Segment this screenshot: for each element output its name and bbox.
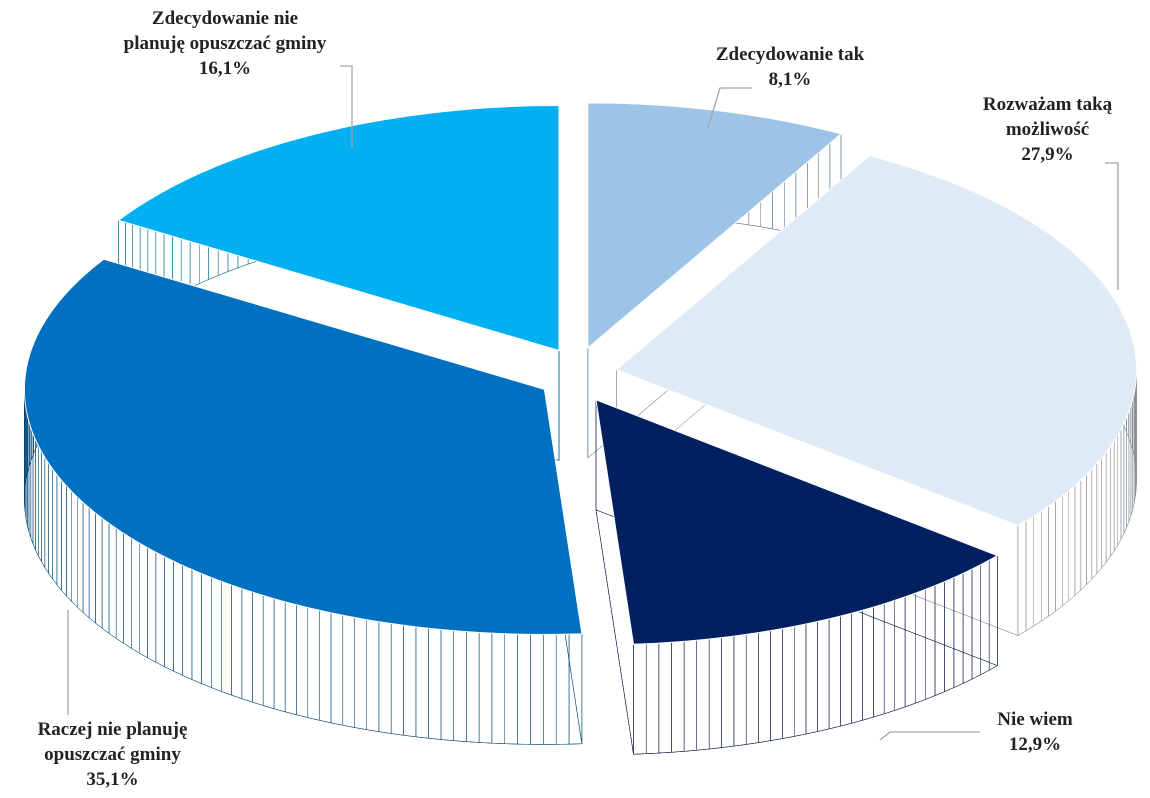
slice-top bbox=[615, 155, 1138, 527]
label-name: Raczej nie planuję opuszczać gminy bbox=[37, 719, 188, 765]
leader-line bbox=[879, 731, 980, 741]
leader-line bbox=[707, 87, 752, 129]
leader-line bbox=[1105, 162, 1119, 290]
label-value: 35,1% bbox=[86, 769, 139, 790]
data-label: Zdecydowanie nie planuję opuszczać gminy… bbox=[120, 6, 330, 81]
data-label: Raczej nie planuję opuszczać gminy 35,1% bbox=[0, 717, 225, 792]
label-name: Zdecydowanie nie planuję opuszczać gminy bbox=[123, 8, 327, 54]
slice-top bbox=[587, 102, 843, 349]
label-name: Zdecydowanie tak bbox=[715, 44, 865, 65]
data-label: Zdecydowanie tak 8,1% bbox=[690, 42, 890, 92]
label-name: Nie wiem bbox=[997, 709, 1073, 730]
label-value: 16,1% bbox=[198, 58, 252, 79]
slice-top bbox=[595, 399, 999, 645]
label-name: Rozważam taką możliwość bbox=[982, 94, 1113, 140]
label-value: 8,1% bbox=[768, 69, 812, 90]
slice-top bbox=[117, 104, 560, 352]
leader-lines bbox=[67, 65, 1119, 741]
data-label: Rozważam taką możliwość 27,9% bbox=[960, 92, 1135, 167]
slice-top bbox=[23, 258, 583, 635]
label-value: 27,9% bbox=[1021, 144, 1074, 165]
leader-line bbox=[340, 65, 353, 148]
data-label: Nie wiem 12,9% bbox=[960, 707, 1110, 757]
label-value: 12,9% bbox=[1008, 734, 1062, 755]
